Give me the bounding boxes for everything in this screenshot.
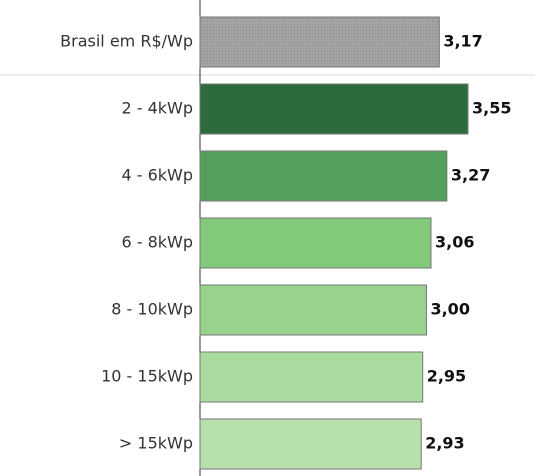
value-label: 3,17 bbox=[443, 32, 482, 51]
bar bbox=[199, 351, 424, 403]
value-label: 3,27 bbox=[451, 166, 490, 185]
value-label: 3,00 bbox=[430, 300, 469, 319]
bar bbox=[199, 150, 448, 202]
bar bbox=[199, 83, 469, 135]
category-label: Brasil em R$/Wp bbox=[60, 32, 193, 51]
value-label: 2,93 bbox=[425, 434, 464, 453]
category-label: 10 - 15kWp bbox=[101, 367, 193, 386]
bar bbox=[199, 16, 440, 68]
bar bbox=[199, 418, 422, 470]
value-label: 3,55 bbox=[472, 99, 511, 118]
value-label: 3,06 bbox=[435, 233, 474, 252]
category-label: 4 - 6kWp bbox=[121, 166, 193, 185]
category-label: 8 - 10kWp bbox=[111, 300, 193, 319]
category-label: > 15kWp bbox=[119, 434, 193, 453]
value-label: 2,95 bbox=[427, 367, 466, 386]
bar bbox=[199, 217, 432, 269]
category-label: 6 - 8kWp bbox=[121, 233, 193, 252]
category-label: 2 - 4kWp bbox=[121, 99, 193, 118]
bar bbox=[199, 284, 427, 336]
